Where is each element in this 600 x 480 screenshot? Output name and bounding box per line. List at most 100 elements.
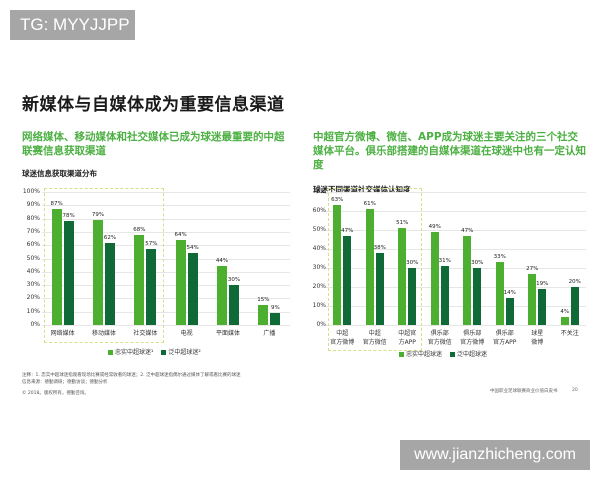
category-label: 中超 官方微信 — [359, 329, 392, 347]
legend-item: 泛中超球迷² — [161, 347, 201, 356]
bar-casual — [505, 298, 514, 325]
gridline — [42, 285, 290, 287]
highlight-box — [328, 188, 422, 351]
category-label: 网络媒体 — [50, 330, 75, 337]
y-tick-label: 80% — [26, 214, 40, 222]
bar-casual — [146, 249, 157, 325]
legend-swatch — [399, 352, 404, 357]
value-label: 47% — [461, 227, 474, 234]
highlight-box — [44, 188, 164, 343]
value-label: 4% — [560, 309, 570, 316]
gridline — [42, 325, 290, 326]
value-label: 38% — [373, 244, 386, 251]
value-label: 61% — [363, 201, 376, 208]
legend-label: 忠实中超球迷¹ — [115, 349, 154, 356]
right-subtitle: 中超官方微博、微信、APP成为球迷主要关注的三个社交媒体平台。俱乐部搭建的自媒体… — [313, 131, 586, 171]
category-label: 俱乐部 官方微博 — [456, 329, 489, 347]
legend-label: 泛中超球迷 — [457, 351, 488, 358]
category-label-line: 官方微信 — [427, 339, 452, 346]
bar-loyal — [93, 219, 103, 325]
category-label-line: 中超 — [368, 330, 381, 337]
gridline — [42, 205, 290, 207]
y-tick-label: 10% — [26, 307, 40, 315]
bar-loyal — [175, 239, 186, 325]
gridline — [42, 298, 290, 300]
value-label: 63% — [331, 197, 344, 204]
category-label: 平面媒体 — [215, 330, 240, 337]
bar-casual — [440, 266, 449, 325]
left-note-3: © 2018。版权所有，德勤咨询。 — [22, 391, 89, 396]
value-label: 44% — [215, 258, 229, 265]
right-chart-title: 球迷不同渠道社交媒体认知度 — [313, 185, 411, 194]
legend-item: 忠实中超球迷¹ — [108, 347, 153, 356]
category-label: 电视 — [180, 330, 193, 337]
legend-item: 忠实中超球迷 — [399, 349, 442, 358]
value-label: 78% — [62, 213, 75, 220]
value-label: 9% — [270, 305, 280, 312]
right-bar-chart: 0% 10% 20% 30% 40% 50% 60% 70% 63% 47% 中超 官方微博 61% 38… — [304, 188, 586, 362]
y-tick-label: 70% — [26, 227, 40, 235]
category-label: 俱乐部 官方APP — [489, 329, 522, 347]
bar-casual — [105, 242, 115, 325]
bar-casual — [63, 221, 74, 325]
y-tick-label: 30% — [312, 264, 326, 271]
value-label: 87% — [50, 201, 63, 208]
value-label: 30% — [227, 277, 241, 284]
y-tick-label: 60% — [26, 241, 40, 249]
legend-swatch — [161, 350, 167, 355]
bar-loyal — [463, 235, 472, 325]
chart-legend: 忠实中超球迷¹ 泛中超球迷² — [108, 347, 201, 356]
value-label: 30% — [406, 260, 419, 266]
y-tick-label: 40% — [312, 245, 326, 252]
bar-casual — [229, 285, 239, 325]
gridline — [42, 271, 290, 273]
page-title: 新媒体与自媒体成为重要信息渠道 — [22, 95, 285, 115]
y-tick-label: 50% — [26, 254, 40, 262]
watermark-top: TG: MYYJJPP — [10, 10, 135, 40]
category-label-line: 官方微博 — [330, 339, 355, 346]
page-number: 20 — [572, 388, 578, 393]
y-tick-label: 90% — [26, 201, 40, 209]
gridline — [326, 192, 586, 193]
category-label-line: 中超 — [336, 330, 349, 337]
bar-loyal — [258, 305, 269, 325]
value-label: 20% — [568, 279, 581, 285]
bar-loyal — [365, 209, 374, 325]
bar-casual — [538, 288, 547, 325]
bar-loyal — [333, 205, 342, 325]
category-label-line: 官方APP — [493, 339, 517, 346]
bar-loyal — [495, 262, 504, 325]
y-tick-label: 20% — [312, 283, 326, 290]
value-label: 49% — [428, 223, 441, 230]
category-label-line: 微博 — [531, 339, 544, 346]
gridline — [326, 306, 586, 307]
y-tick-label: 60% — [312, 207, 326, 214]
value-label: 27% — [526, 265, 539, 272]
y-tick-label: 70% — [312, 188, 326, 195]
category-label: 广播 — [263, 330, 276, 337]
bar-casual — [270, 313, 281, 325]
category-label: 中超官 方APP — [391, 329, 424, 347]
category-label-line: 球星 — [531, 330, 544, 337]
value-label: 30% — [471, 260, 484, 266]
value-label: 62% — [103, 234, 117, 241]
legend-swatch — [108, 350, 113, 355]
left-note-1: 注释：1. 忠实中超球迷指观看现场比赛或经常收看的球迷；2. 泛中超球迷指偶尔通… — [22, 373, 241, 378]
bar-loyal — [51, 209, 62, 325]
value-label: 31% — [438, 258, 451, 265]
legend-item: 泛中超球迷 — [450, 349, 487, 358]
value-label: 57% — [145, 241, 158, 248]
gridline — [326, 249, 586, 250]
bar-loyal — [560, 317, 569, 325]
bar-casual — [343, 235, 352, 325]
gridline — [42, 245, 290, 247]
gridline — [326, 325, 586, 326]
y-tick-label: 50% — [312, 226, 326, 233]
gridline — [326, 287, 586, 288]
value-label: 15% — [257, 297, 270, 304]
legend-label: 忠实中超球迷 — [406, 351, 443, 358]
bar-loyal — [528, 273, 537, 325]
legend-swatch — [450, 352, 456, 357]
value-label: 33% — [493, 254, 506, 261]
category-label-line: 官方微博 — [460, 339, 485, 346]
